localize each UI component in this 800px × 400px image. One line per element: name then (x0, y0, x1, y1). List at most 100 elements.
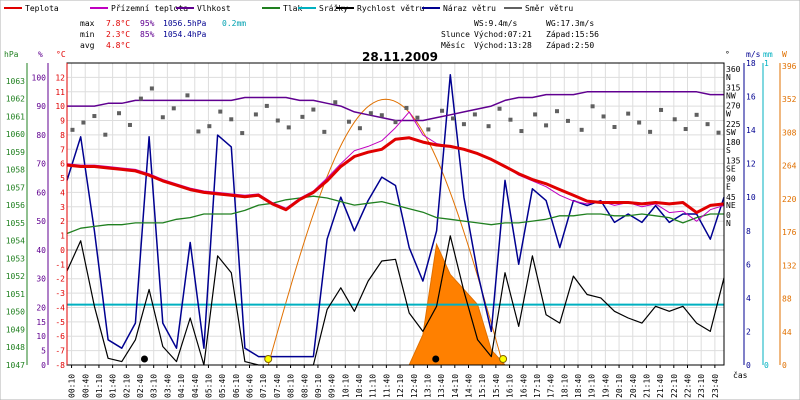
x-tick-label: 02:40 (136, 374, 145, 398)
tick-label-pct: 70 (36, 160, 46, 169)
x-tick-label: 15:10 (478, 374, 487, 398)
wind-direction-point (379, 113, 384, 118)
tick-label-temp: -7 (55, 347, 65, 356)
tick-label-temp: -6 (55, 332, 65, 341)
tick-label-pct: 100 (32, 73, 47, 82)
tick-label-dir-name: NW (726, 91, 736, 100)
tick-label-hpa: 1047 (6, 361, 25, 370)
tick-label-dir: 45 (726, 193, 736, 202)
wind-direction-point (286, 125, 291, 130)
tick-label-temp: 2 (60, 217, 65, 226)
tick-label-temp: 1 (60, 232, 65, 241)
stats-max-temp: 7.8°C (106, 19, 130, 28)
x-tick-label: 20:40 (629, 374, 638, 398)
x-axis-label: čas (733, 370, 748, 380)
tick-label-ms: 6 (746, 260, 751, 269)
tick-label-hpa: 1048 (6, 343, 25, 352)
x-tick-label: 06:10 (232, 374, 241, 398)
legend: Teplota Přízemní teplota Vlhkost Tlak Sr… (4, 4, 573, 13)
x-tick-label: 15:40 (492, 374, 501, 398)
tick-label-temp: 0 (60, 246, 65, 255)
tick-label-pct: 10 (36, 332, 46, 341)
tick-label-hpa: 1059 (6, 148, 25, 157)
x-tick-label: 01:40 (109, 374, 118, 398)
x-tick-label: 21:10 (642, 374, 651, 398)
legend-item-wind-gust: Náraz větru (422, 4, 496, 13)
tick-label-temp: 12 (55, 73, 65, 82)
stats-block: max 7.8°C 95% 1056.5hPa 0.2mm min 2.3°C … (80, 19, 246, 50)
sun-arc (267, 98, 504, 366)
axis-units: hPa % °C ° m/s mm W (4, 50, 787, 59)
tick-label-ms: 8 (746, 227, 751, 236)
tick-label-wm2: 352 (782, 95, 797, 104)
tick-label-wm2: 44 (782, 328, 792, 337)
x-tick-label: 11:10 (369, 374, 378, 398)
wind-direction-point (579, 127, 584, 132)
info-sun-rise: Východ:07:21 (474, 30, 532, 39)
tick-label-dir: 180 (726, 138, 741, 147)
x-tick-label: 19:40 (601, 374, 610, 398)
tick-label-temp: 9 (60, 117, 65, 126)
x-tick-label: 08:40 (300, 374, 309, 398)
wind-speed-line (66, 235, 725, 366)
tick-label-pct: 50 (36, 217, 46, 226)
legend-label-humidity: Vlhkost (197, 4, 231, 13)
wind-direction-point (346, 119, 351, 124)
axis-unit-wm2: W (782, 50, 787, 59)
axis-unit-mm: mm (763, 50, 773, 59)
x-tick-label: 16:40 (519, 374, 528, 398)
tick-label-hpa: 1062 (6, 95, 25, 104)
moonrise-marker (432, 355, 440, 363)
tick-label-temp: 11 (55, 88, 65, 97)
x-tick-label: 22:10 (670, 374, 679, 398)
tick-label-hpa: 1054 (6, 237, 25, 246)
legend-label-pressure: Tlak (283, 4, 302, 13)
info-sun-set: Západ:15:56 (546, 30, 599, 39)
tick-label-ms: 4 (746, 294, 751, 303)
legend-label-wind-speed: Rychlost větru (357, 4, 425, 13)
wind-direction-point (357, 126, 362, 131)
tick-label-wm2: 220 (782, 195, 797, 204)
legend-label-wind-gust: Náraz větru (443, 4, 496, 13)
legend-item-humidity: Vlhkost (176, 4, 231, 13)
tick-label-mm: 0 (764, 361, 769, 370)
x-tick-label: 22:40 (684, 374, 693, 398)
wind-direction-point (264, 103, 269, 108)
wind-direction-point (300, 114, 305, 119)
stats-min-label: min (80, 30, 95, 39)
event-markers (140, 355, 508, 363)
tick-label-temp: -8 (55, 361, 65, 370)
tick-label-ms: 14 (746, 126, 756, 135)
x-tick-label: 20:10 (615, 374, 624, 398)
tick-label-hpa: 1053 (6, 254, 25, 263)
x-tick-label: 10:10 (341, 374, 350, 398)
tick-label-temp: 8 (60, 131, 65, 140)
x-tick-label: 13:40 (437, 374, 446, 398)
tick-label-dir-name: NE (726, 201, 736, 210)
x-tick-label: 07:40 (273, 374, 282, 398)
tick-label-temp: 7 (60, 145, 65, 154)
x-tick-label: 06:40 (246, 374, 255, 398)
tick-label-dir: 90 (726, 175, 736, 184)
wind-direction-point (171, 106, 176, 111)
legend-label-precipitation: Srážky (319, 4, 348, 13)
axis-unit-ms: m/s (746, 50, 761, 59)
wind-direction-point (508, 117, 513, 122)
tick-label-dir-name: SE (726, 164, 736, 173)
wind-direction-point (218, 109, 223, 114)
tick-label-wm2: 0 (782, 361, 787, 370)
chart-title: 28.11.2009 (362, 50, 438, 64)
tick-label-pct: 5 (41, 347, 46, 356)
wind-direction-point (426, 127, 431, 132)
legend-item-ground-temperature: Přízemní teplota (90, 4, 188, 13)
tick-label-wm2: 308 (782, 128, 797, 137)
tick-label-dir-name: E (726, 183, 731, 192)
tick-label-pct: 80 (36, 131, 46, 140)
wind-direction-point (275, 118, 280, 123)
x-tick-label: 08:10 (287, 374, 296, 398)
tick-label-wm2: 264 (782, 162, 797, 171)
tick-label-wm2: 132 (782, 261, 797, 270)
x-tick-label: 05:40 (218, 374, 227, 398)
wind-gust-line (66, 73, 725, 358)
wind-direction-point (461, 122, 466, 127)
